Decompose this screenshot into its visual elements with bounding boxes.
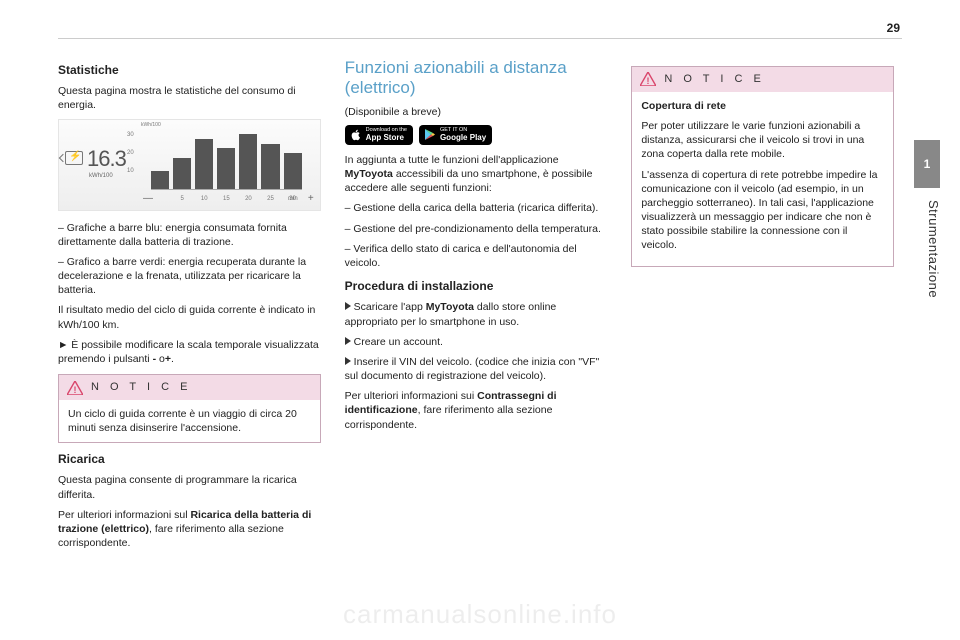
- step-3: Inserire il VIN del veicolo. (codice che…: [345, 355, 608, 383]
- arrow-icon: [345, 302, 351, 310]
- page-number: 29: [887, 20, 900, 36]
- notice-box-2: ! N O T I C E Copertura di rete Per pote…: [631, 66, 894, 267]
- chart-bars: [151, 126, 302, 190]
- notice-box-1: ! N O T I C E Un ciclo di guida corrente…: [58, 374, 321, 443]
- store-buttons: Download on the App Store GET IT ON Goog…: [345, 125, 608, 145]
- text-result: Il risultato medio del ciclo di guida co…: [58, 303, 321, 331]
- warning-icon: !: [67, 381, 83, 395]
- google-play-badge[interactable]: GET IT ON Google Play: [419, 125, 492, 145]
- bullet-func-1: – Gestione della carica della batteria (…: [345, 201, 608, 215]
- step-2: Creare un account.: [345, 335, 608, 349]
- notice-body: Copertura di rete Per poter utilizzare l…: [632, 92, 893, 266]
- chart-y-ticks: 30 20 10: [127, 126, 134, 180]
- energy-chart: 16.3 kWh/100 kWh/100 30 20 10 — 51015202…: [58, 119, 321, 211]
- column-2: Funzioni azionabili a distanza (elettric…: [345, 58, 608, 628]
- text-more-info: Per ulteriori informazioni sui Contrasse…: [345, 389, 608, 432]
- notice-body: Un ciclo di guida corrente è un viaggio …: [59, 400, 320, 442]
- side-section-label: Strumentazione: [924, 200, 942, 298]
- heading-ricarica: Ricarica: [58, 451, 321, 467]
- chart-x-unit: min: [288, 195, 298, 203]
- svg-text:!: !: [647, 76, 650, 86]
- chart-unit: kWh/100: [89, 172, 113, 180]
- chart-value-group: 16.3: [65, 144, 126, 174]
- notice-header: ! N O T I C E: [59, 375, 320, 400]
- columns: Statistiche Questa pagina mostra le stat…: [58, 58, 894, 628]
- bullet-func-3: – Verifica dello stato di carica e dell'…: [345, 242, 608, 270]
- bullet-blue-bars: – Grafiche a barre blu: energia consumat…: [58, 221, 321, 249]
- page: 29 1 Strumentazione Statistiche Questa p…: [0, 0, 960, 640]
- app-store-badge[interactable]: Download on the App Store: [345, 125, 413, 145]
- column-3: ! N O T I C E Copertura di rete Per pote…: [631, 58, 894, 628]
- arrow-icon: [345, 337, 351, 345]
- heading-procedura: Procedura di installazione: [345, 278, 608, 294]
- text-availability: (Disponibile a breve): [345, 105, 608, 119]
- notice-title: N O T I C E: [664, 72, 764, 87]
- svg-text:!: !: [74, 385, 77, 395]
- notice-header: ! N O T I C E: [632, 67, 893, 92]
- text-ricarica-2: Per ulteriori informazioni sul Ricarica …: [58, 508, 321, 551]
- text-ricarica-1: Questa pagina consente di programmare la…: [58, 473, 321, 501]
- apple-icon: [351, 129, 361, 141]
- heading-funzioni: Funzioni azionabili a distanza (elettric…: [345, 58, 608, 99]
- chart-value: 16.3: [87, 144, 126, 174]
- top-rule: [58, 38, 902, 39]
- chart-x-labels: 51015202530: [151, 195, 302, 203]
- text-intro: In aggiunta a tutte le funzioni dell'app…: [345, 153, 608, 196]
- google-play-icon: [425, 129, 435, 140]
- bullet-func-2: – Gestione del pre-condizionamento della…: [345, 222, 608, 236]
- bullet-green-bars: – Grafico a barre verdi: energia recuper…: [58, 255, 321, 298]
- chart-plus-button[interactable]: +: [308, 192, 314, 206]
- side-tab: 1: [914, 140, 940, 188]
- heading-statistiche: Statistiche: [58, 62, 321, 78]
- warning-icon: !: [640, 72, 656, 86]
- text-stat-intro: Questa pagina mostra le statistiche del …: [58, 84, 321, 112]
- step-1: Scaricare l'app MyToyota dallo store onl…: [345, 300, 608, 328]
- text-scale: ► È possibile modificare la scala tempor…: [58, 338, 321, 366]
- notice-title: N O T I C E: [91, 380, 191, 395]
- column-1: Statistiche Questa pagina mostra le stat…: [58, 58, 321, 628]
- battery-icon: [65, 151, 83, 165]
- arrow-icon: [345, 357, 351, 365]
